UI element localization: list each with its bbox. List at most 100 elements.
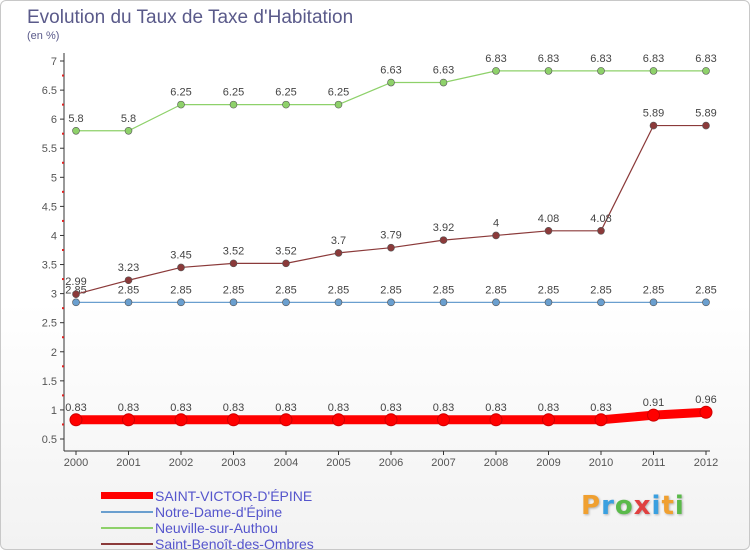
data-point: [124, 126, 133, 135]
y-minor-tick: [62, 365, 64, 368]
data-point: [72, 290, 80, 298]
x-tick-label: 2001: [116, 457, 140, 469]
data-point: [702, 67, 710, 75]
y-tick-label: 1.5: [42, 376, 57, 388]
data-point: [437, 413, 450, 427]
data-label: 6.25: [170, 87, 191, 99]
chart-unit: (en %): [27, 30, 60, 42]
x-tick-label: 2003: [221, 457, 245, 469]
y-minor-tick: [62, 278, 64, 281]
data-label: 4.08: [538, 213, 559, 225]
x-tick-label: 2010: [589, 457, 613, 469]
data-label: 2.85: [695, 284, 716, 296]
data-label: 2.85: [380, 284, 401, 296]
y-tick-label: 5: [51, 172, 57, 184]
data-label: 0.83: [275, 402, 296, 414]
data-label: 3.7: [331, 235, 346, 247]
data-point: [544, 298, 553, 307]
data-label: 3.52: [275, 245, 296, 257]
y-tick-label: 6.5: [42, 85, 57, 97]
data-label: 2.85: [118, 284, 139, 296]
y-minor-tick: [62, 336, 64, 339]
data-label: 6.63: [380, 65, 401, 77]
proxiti-logo: Proxiti: [581, 491, 685, 521]
data-label: 6.25: [328, 87, 349, 99]
data-point: [124, 298, 133, 307]
legend-swatch-saint-benoit-des-ombres: [101, 543, 153, 545]
data-point: [174, 413, 188, 427]
data-label: 2.85: [328, 284, 349, 296]
y-minor-tick: [62, 74, 64, 77]
data-point: [439, 298, 448, 307]
logo-letter: t: [661, 491, 675, 521]
data-label: 6.83: [590, 53, 611, 65]
y-minor-tick: [62, 394, 64, 397]
data-point: [647, 408, 660, 422]
data-label: 0.83: [223, 402, 244, 414]
y-tick-label: 7: [51, 56, 57, 68]
y-minor-tick: [62, 249, 64, 251]
legend-swatch-saint-victor-d-epine: [101, 492, 153, 499]
data-point: [334, 298, 343, 307]
data-point: [544, 227, 553, 235]
y-tick-label: 2: [51, 347, 57, 359]
data-label: 2.85: [538, 284, 559, 296]
data-label: 6.25: [275, 87, 296, 99]
y-minor-tick: [62, 219, 64, 222]
data-label: 0.83: [380, 402, 401, 414]
y-tick-label: 2.5: [42, 318, 57, 330]
data-point: [597, 227, 605, 235]
logo-letter: i: [674, 491, 685, 521]
y-tick-label: 4: [51, 230, 57, 242]
data-point: [492, 298, 500, 307]
data-label: 0.83: [590, 402, 611, 414]
data-point: [542, 413, 555, 427]
data-label: 0.96: [695, 394, 716, 406]
data-point: [282, 298, 290, 307]
data-label: 3.79: [380, 230, 401, 242]
data-label: 5.8: [68, 113, 83, 125]
data-point: [649, 121, 658, 130]
x-tick-label: 2000: [64, 457, 88, 469]
data-point: [699, 405, 713, 419]
data-label: 0.83: [118, 402, 139, 414]
data-point: [72, 126, 80, 135]
data-label: 5.8: [121, 113, 136, 125]
x-tick-label: 2012: [694, 457, 718, 469]
data-label: 3.45: [170, 249, 191, 261]
x-tick-label: 2002: [169, 457, 193, 469]
data-label: 2.85: [170, 284, 191, 296]
data-point: [69, 413, 83, 427]
data-label: 2.85: [590, 284, 611, 296]
y-minor-tick: [62, 190, 64, 193]
data-point: [122, 413, 135, 427]
y-minor-tick: [62, 307, 64, 310]
data-label: 6.63: [433, 65, 454, 77]
y-tick-label: 3.5: [42, 260, 57, 272]
data-label: 2.85: [433, 284, 454, 296]
data-label: 6.83: [485, 53, 506, 65]
data-point: [492, 231, 500, 240]
x-tick-label: 2009: [536, 457, 560, 469]
legend-label-notre-dame-d-epine: Notre-Dame-d'Épine: [155, 504, 283, 520]
data-label: 3.92: [433, 222, 454, 234]
data-label: 0.83: [328, 402, 349, 414]
x-tick-label: 2004: [274, 457, 298, 469]
data-point: [597, 298, 605, 307]
data-label: 6.83: [695, 53, 716, 65]
legend-label-neuville-sur-authou: Neuville-sur-Authou: [155, 520, 278, 536]
y-minor-tick: [62, 423, 64, 426]
data-point: [177, 100, 185, 109]
data-point: [702, 298, 710, 307]
data-point: [649, 298, 658, 307]
legend-label-saint-victor-d-epine: SAINT-VICTOR-D'ÉPINE: [155, 488, 313, 504]
y-minor-tick: [62, 103, 64, 106]
data-point: [334, 249, 343, 257]
data-label: 0.83: [170, 402, 191, 414]
y-tick-label: 6: [51, 114, 57, 126]
data-label: 0.91: [643, 397, 664, 409]
legend-label-saint-benoit-des-ombres: Saint-Benoît-des-Ombres: [155, 536, 314, 550]
data-label: 3.23: [118, 262, 139, 274]
data-point: [229, 298, 238, 307]
data-point: [384, 413, 398, 427]
